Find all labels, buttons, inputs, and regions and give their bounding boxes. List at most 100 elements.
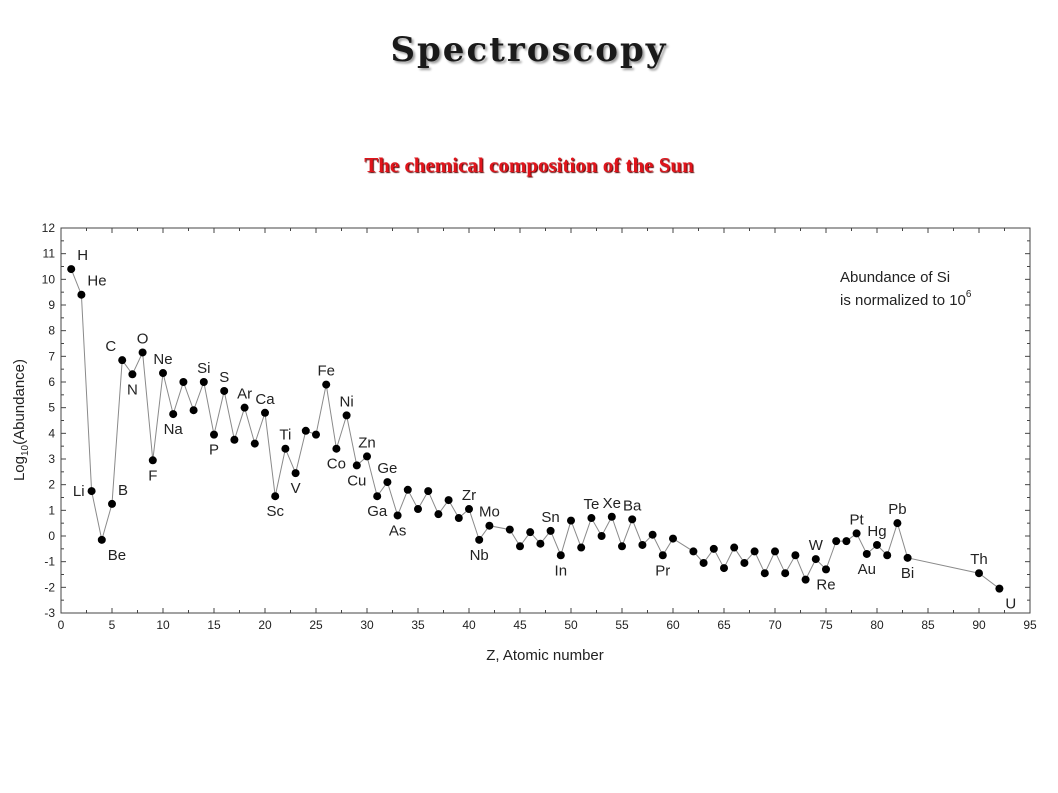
element-label: Zr [462,487,476,504]
data-point [577,543,586,552]
data-point [210,430,218,439]
x-tick-label: 30 [360,618,374,632]
element-label: Mo [479,504,500,521]
data-point [434,510,443,519]
x-tick-label: 0 [58,618,65,632]
data-point [342,411,351,420]
element-label: Pr [655,562,670,579]
y-tick-label: 2 [48,478,55,492]
y-tick-label: 9 [48,298,55,312]
x-tick-label: 10 [156,618,170,632]
data-point [240,403,249,412]
data-point [842,537,851,546]
annotation-line1: Abundance of Si [840,269,950,286]
y-tick-label: 11 [43,247,56,261]
annotation-superscript: 6 [966,289,972,300]
element-label: Sn [541,509,559,526]
data-point [811,555,820,564]
element-label: Ti [279,427,291,444]
data-point [832,537,841,546]
data-point [138,348,147,357]
data-point [199,378,208,386]
data-point [373,492,382,501]
element-label: Hg [867,523,886,540]
element-label: N [127,381,138,398]
element-label: Ne [153,351,172,368]
data-point [169,410,178,419]
data-point [444,496,453,505]
data-point [699,558,708,567]
data-point [108,499,116,508]
data-point [220,386,229,395]
data-point [383,478,392,487]
data-point [281,444,290,453]
data-point [852,529,861,538]
element-label: H [77,247,88,264]
data-point [148,456,157,465]
data-point [424,487,433,496]
data-point [618,542,626,551]
y-tick-label: -3 [44,606,55,620]
data-point [648,530,657,539]
element-label: Nb [470,547,489,564]
element-label: Zn [358,434,376,451]
x-tick-label: 45 [513,618,527,632]
data-point [709,544,718,553]
y-tick-label: 10 [42,272,56,286]
data-point [454,514,463,523]
data-point [118,356,127,365]
element-label: B [118,482,128,499]
data-point [352,461,361,470]
data-point [791,551,800,560]
data-point [760,569,769,578]
element-label: In [555,562,568,579]
element-label: P [209,442,219,459]
x-tick-label: 60 [666,618,680,632]
y-tick-label: 8 [48,324,55,338]
y-tick-label: 0 [48,529,55,543]
data-point [485,521,494,530]
element-label: Th [970,551,988,568]
data-point [332,444,341,453]
x-tick-label: 15 [207,618,221,632]
x-tick-label: 40 [462,618,476,632]
data-point [883,551,892,560]
data-point [689,547,698,556]
data-point [87,487,96,496]
y-tick-label: -1 [44,555,55,569]
y-tick-label: 6 [48,375,55,389]
element-label: C [105,338,116,355]
data-point [77,290,86,299]
x-tick-label: 95 [1023,618,1037,632]
element-label: Fe [317,363,335,380]
element-label: Ga [367,503,388,520]
x-tick-label: 80 [870,618,884,632]
element-label: He [87,273,106,290]
data-point [322,380,331,389]
element-label: Ba [623,497,642,514]
x-tick-label: 50 [564,618,578,632]
y-tick-label: 5 [48,401,55,415]
data-point [516,542,524,551]
data-point [975,569,983,578]
data-point [638,540,647,549]
data-point [730,543,739,552]
data-point [67,265,76,274]
data-point [750,547,759,556]
data-point [301,426,310,435]
data-point [556,551,565,560]
element-label: Ge [377,460,397,477]
element-label: U [1005,596,1016,613]
y-axis-label-suffix: (Abundance) [11,359,28,445]
data-point [546,526,555,535]
element-label: Sc [266,503,284,520]
element-label: Be [108,547,126,564]
y-tick-label: -2 [44,580,55,594]
data-point [822,565,830,574]
element-label: Bi [901,565,914,582]
data-point [230,435,239,444]
element-label: W [809,537,824,554]
y-tick-label: 3 [48,452,55,466]
element-label: As [389,522,407,539]
data-point [658,551,667,560]
